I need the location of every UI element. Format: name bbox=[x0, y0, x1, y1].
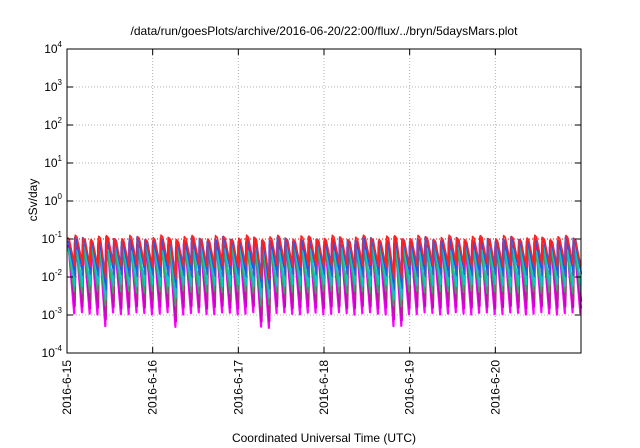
y-tick-exponent: -1 bbox=[55, 230, 63, 239]
x-tick-label: 2016-6-20 bbox=[488, 360, 502, 415]
x-tick-label: 2016-6-19 bbox=[403, 360, 417, 415]
y-tick-label: 10-4 bbox=[42, 344, 63, 360]
y-tick-exponent: -2 bbox=[55, 268, 63, 277]
y-tick-base: 10 bbox=[44, 118, 58, 132]
y-tick-base: 10 bbox=[42, 308, 56, 322]
series-group bbox=[66, 234, 583, 329]
y-tick-exponent: -4 bbox=[55, 344, 63, 353]
y-tick-base: 10 bbox=[42, 346, 56, 360]
y-tick-exponent: 1 bbox=[58, 154, 63, 163]
x-axis: 2016-6-15 2016-6-16 2016-6-17 2016-6-18 2016… bbox=[60, 49, 502, 415]
y-tick-label: 10-3 bbox=[42, 306, 63, 322]
y-tick-label: 100 bbox=[44, 192, 62, 208]
y-tick-exponent: 3 bbox=[58, 78, 63, 87]
x-tick-label: 2016-6-15 bbox=[60, 360, 74, 415]
y-tick-exponent: 4 bbox=[58, 40, 63, 49]
y-tick-label: 10-2 bbox=[42, 268, 63, 284]
y-tick-exponent: 2 bbox=[58, 116, 63, 125]
y-axis-label: cSv/day bbox=[26, 179, 40, 222]
y-tick-label: 101 bbox=[44, 154, 62, 170]
y-tick-label: 102 bbox=[44, 116, 62, 132]
x-tick-label: 2016-6-18 bbox=[317, 360, 331, 415]
x-tick-label: 2016-6-17 bbox=[231, 360, 245, 415]
y-tick-base: 10 bbox=[44, 42, 58, 56]
y-tick-base: 10 bbox=[42, 270, 56, 284]
y-tick-base: 10 bbox=[44, 194, 58, 208]
y-tick-base: 10 bbox=[44, 156, 58, 170]
x-axis-label: Coordinated Universal Time (UTC) bbox=[232, 431, 416, 445]
y-tick-label: 103 bbox=[44, 78, 62, 94]
y-tick-base: 10 bbox=[44, 80, 58, 94]
chart-title: /data/run/goesPlots/archive/2016-06-20/2… bbox=[131, 24, 519, 38]
y-tick-base: 10 bbox=[42, 232, 56, 246]
y-tick-label: 10-1 bbox=[42, 230, 63, 246]
y-tick-exponent: -3 bbox=[55, 306, 63, 315]
y-tick-exponent: 0 bbox=[58, 192, 63, 201]
series-line bbox=[66, 234, 582, 281]
x-tick-label: 2016-6-16 bbox=[146, 360, 160, 415]
y-tick-label: 104 bbox=[44, 40, 62, 56]
